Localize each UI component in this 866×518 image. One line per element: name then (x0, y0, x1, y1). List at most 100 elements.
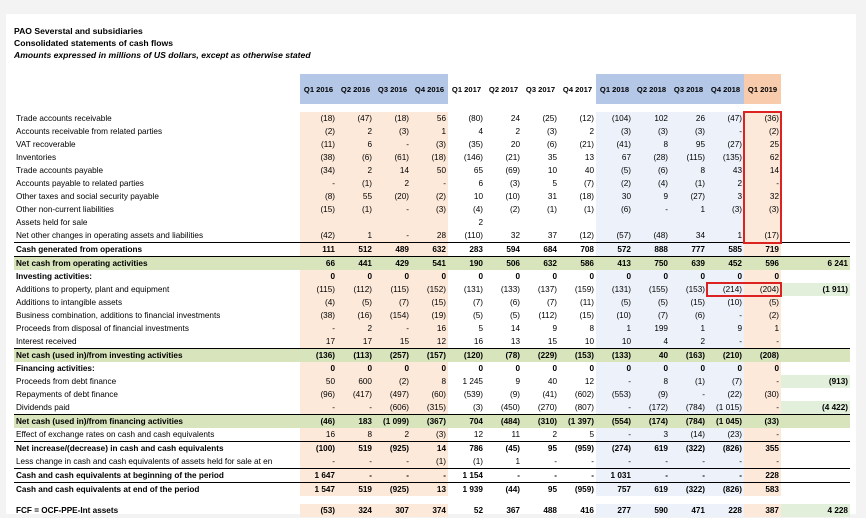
cell: 512 (337, 242, 374, 257)
cell: (5) (744, 296, 781, 309)
cell: 1 547 (300, 482, 337, 496)
cell: 228 (744, 468, 781, 483)
cell: (15) (579, 311, 594, 320)
cell: (6) (670, 309, 707, 322)
cell: 16 (300, 428, 337, 442)
cell: (23) (707, 428, 744, 442)
cell: 786 (448, 441, 485, 455)
cell: (1) (411, 455, 448, 469)
cell: 387 (744, 504, 781, 517)
spacer (14, 104, 850, 112)
table-row: Investing activities: 0 0 0 0 0 0 0 0 0 0 0 0 0 (14, 270, 850, 283)
cell: (11) (300, 138, 337, 151)
cell: 30 (596, 190, 633, 203)
cell: (42) (300, 229, 337, 243)
cell: (367) (411, 414, 448, 428)
total-cell: (4 422) (781, 401, 850, 415)
cell: (27) (670, 190, 707, 203)
table-row: Financing activities: 0 0 0 0 0 0 0 0 0 0 0 0 0 (14, 362, 850, 375)
row-label: Other non-current liabilities (16, 205, 114, 214)
cell: (602) (574, 390, 594, 399)
spacer (14, 496, 850, 504)
cell: 708 (559, 242, 596, 257)
table-row: Other non-current liabilities (15) (1) - (3)… (14, 203, 850, 216)
row-label: Net increase/(decrease) in cash and cash… (14, 441, 300, 455)
cell: (28) (633, 151, 670, 164)
total-cell: 6 241 (781, 256, 850, 270)
cell: 0 (515, 272, 520, 281)
table-body: Q1 2016 Q2 2016 Q3 2016 Q4 2016 Q1 2017 Q2 20… (14, 74, 850, 517)
cell: 26 (670, 112, 707, 125)
cell: - (744, 335, 781, 349)
cell: 8 (670, 164, 707, 177)
table-row: Accounts payable to related parties - (1) 2… (14, 177, 850, 190)
cell: (115) (374, 283, 411, 296)
cell: (2) (509, 205, 520, 214)
cell: 471 (670, 504, 707, 517)
cell: (450) (500, 403, 520, 412)
column-header: Q1 2018 (596, 74, 633, 104)
cell: 52 (473, 506, 483, 515)
cell: (35) (468, 140, 483, 149)
table-row: Other taxes and social security payable (… (14, 190, 850, 203)
cell: 757 (596, 482, 633, 496)
cell: 1 (515, 457, 520, 466)
column-header: Q2 2017 (485, 74, 522, 104)
cell: (15) (300, 203, 337, 216)
cell: (826) (707, 441, 744, 455)
cell: (1 397) (559, 414, 596, 428)
cell: 9 (515, 377, 520, 386)
table-row: Repayments of debt finance (96) (417) (497)… (14, 388, 850, 401)
table-row: Interest received 17 17 15 12 16 13 15 10 10 4 2- - (14, 335, 850, 349)
cell: (153) (670, 283, 707, 296)
cell: 639 (670, 256, 707, 270)
cell: - (300, 455, 337, 469)
column-header: Q1 2017 (448, 74, 485, 104)
cell (300, 216, 337, 229)
cell: 14 (744, 164, 781, 177)
cell: 6 (337, 138, 374, 151)
cell: (3) (411, 428, 448, 442)
cell: (1) (337, 177, 374, 190)
cell: (5) (596, 296, 633, 309)
cell: (10) (505, 192, 520, 201)
cell: 20 (510, 140, 520, 149)
row-label: Less change in cash and cash equivalents… (16, 457, 273, 466)
column-header: Q3 2017 (522, 74, 559, 104)
total-cell (781, 322, 850, 335)
cell: (2) (374, 375, 411, 388)
cell: 1 (337, 229, 374, 243)
column-header: Q4 2017 (559, 74, 596, 104)
table-row: Trade accounts payable (34) 2 14 50 65 (69) 10 4… (14, 164, 850, 177)
cell: 0 (670, 362, 707, 375)
cell: (959) (559, 441, 596, 455)
cell: (174) (633, 414, 670, 428)
cell: 632 (522, 256, 559, 270)
cell: 95 (522, 441, 559, 455)
cell: (5) (596, 164, 633, 177)
cell: 31 (547, 192, 557, 201)
cell: (497) (374, 388, 411, 401)
column-header: Q2 2018 (633, 74, 670, 104)
cell: (154) (374, 309, 411, 322)
cell: - (300, 177, 337, 190)
cell: 2 (337, 125, 374, 138)
cell: (20) (374, 190, 411, 203)
cell: 0 (300, 362, 337, 375)
cell: 32 (510, 231, 520, 240)
cell: 4 (633, 335, 670, 349)
cell: - (670, 468, 707, 483)
cell: 16 (473, 337, 483, 346)
cell: (60) (411, 388, 448, 401)
cell: (5) (509, 311, 520, 320)
cell: 12 (411, 335, 448, 349)
row-label: Cash and cash equivalents at beginning o… (14, 468, 300, 483)
cell: (15) (411, 296, 448, 309)
cell: - (596, 375, 633, 388)
cell: (7) (583, 179, 594, 188)
cell (485, 216, 522, 229)
cell: 95 (670, 138, 707, 151)
total-cell: 4 228 (781, 504, 850, 517)
header-blank (781, 74, 850, 104)
cell: 0 (411, 270, 448, 283)
